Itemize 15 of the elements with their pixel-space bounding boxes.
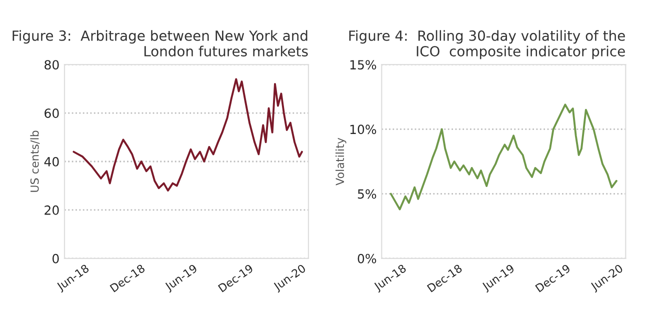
y-tick-label: 0%: [358, 254, 376, 264]
y-tick-label: 20: [44, 205, 59, 215]
y-tick-label: 60: [44, 108, 59, 118]
chart-title: Figure 4: Rolling 30-day volatility of the ICO composite indicator price: [349, 30, 625, 60]
y-axis-title: US cents/lb: [30, 130, 40, 192]
y-tick-label: 5%: [358, 189, 376, 199]
y-tick-label: 40: [44, 156, 59, 166]
line-series: [72, 78, 303, 192]
y-tick-label: 80: [44, 60, 59, 70]
y-tick-label: 10%: [350, 124, 376, 134]
line-series: [390, 104, 618, 210]
y-tick-label: 15%: [350, 60, 376, 70]
chart-title: Figure 3: Arbitrage between New York and London futures markets: [12, 30, 308, 56]
y-axis-title: Volatility: [335, 138, 346, 186]
y-tick-label: 0: [52, 254, 59, 264]
